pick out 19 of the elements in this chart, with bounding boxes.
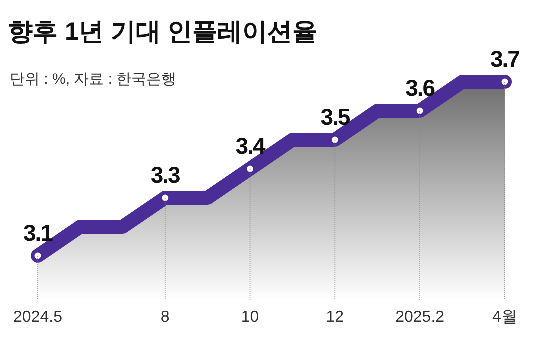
x-tick-label: 2024.5 [14, 309, 63, 326]
point [500, 77, 510, 87]
data-label: 3.1 [24, 220, 54, 246]
chart-subtitle: 단위 : %, 자료 : 한국은행 [10, 71, 177, 88]
x-tick-label: 4월 [492, 309, 518, 326]
point [415, 106, 425, 116]
point [33, 251, 43, 261]
data-label: 3.3 [150, 162, 180, 188]
x-tick-label: 8 [160, 309, 170, 326]
x-tick-label: 12 [326, 309, 344, 326]
point [330, 135, 340, 145]
data-label: 3.4 [236, 133, 266, 159]
data-label: 3.7 [490, 46, 520, 72]
data-label: 3.5 [320, 104, 351, 130]
data-label: 3.6 [406, 75, 435, 101]
x-tick-label: 10 [241, 309, 260, 326]
chart-title: 향후 1년 기대 인플레이션율 [8, 18, 318, 46]
point [160, 193, 170, 203]
x-tick-label: 2025.2 [396, 309, 445, 326]
